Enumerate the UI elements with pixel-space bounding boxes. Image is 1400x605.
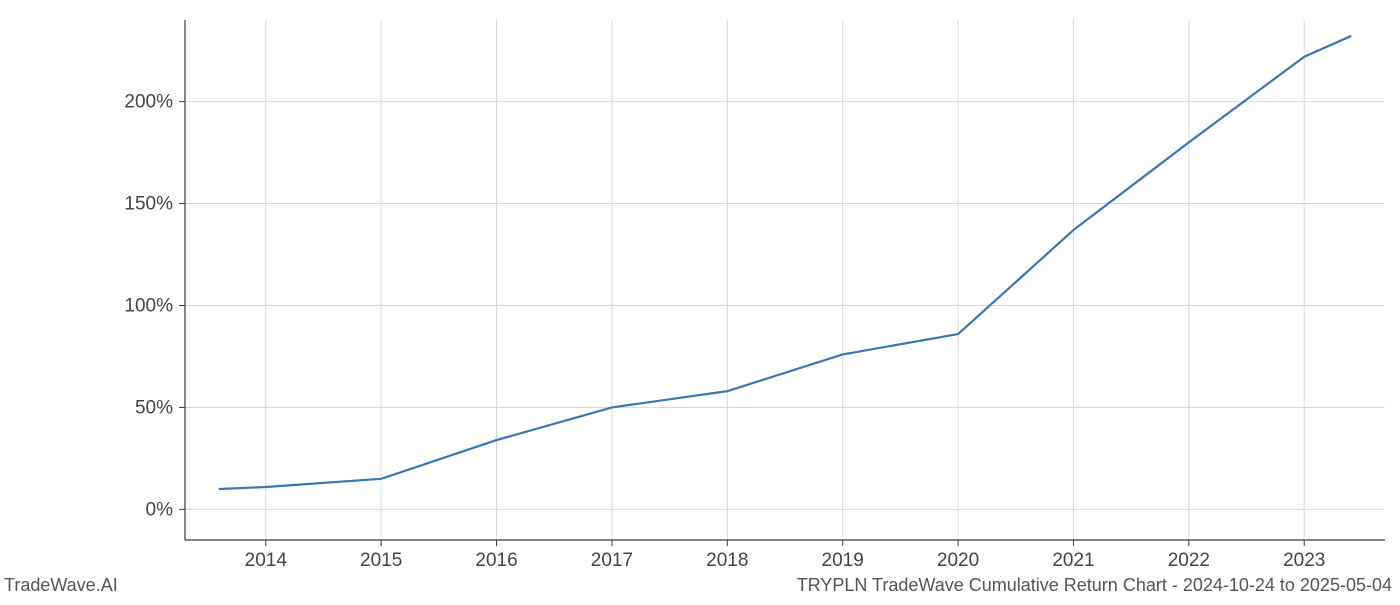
- line-chart: 2014 2015 2016 2017 2018 2019 2020 2021 2022 2023…: [0, 0, 1400, 600]
- x-tick-label: 2020: [937, 550, 979, 571]
- y-tick-label: 0%: [146, 499, 174, 520]
- y-tick-label: 50%: [135, 397, 173, 418]
- footer-title: TRYPLN TradeWave Cumulative Return Chart…: [797, 575, 1392, 596]
- x-tick-label: 2023: [1283, 550, 1325, 571]
- x-tick-label: 2015: [360, 550, 402, 571]
- chart-container: 2014 2015 2016 2017 2018 2019 2020 2021 2022 2023…: [0, 0, 1400, 600]
- x-tick-label: 2016: [475, 550, 517, 571]
- x-tick-label: 2014: [245, 550, 288, 571]
- y-tick-label: 150%: [124, 194, 173, 215]
- y-tick-label: 100%: [124, 295, 173, 316]
- data-line: [220, 36, 1351, 489]
- x-tick-label: 2021: [1052, 550, 1094, 571]
- y-tick-label: 200%: [124, 92, 173, 113]
- x-tick-label: 2022: [1168, 550, 1210, 571]
- x-tick-label: 2018: [706, 550, 748, 571]
- footer-brand: TradeWave.AI: [4, 575, 118, 596]
- x-tick-label: 2017: [591, 550, 633, 571]
- x-tick-label: 2019: [822, 550, 864, 571]
